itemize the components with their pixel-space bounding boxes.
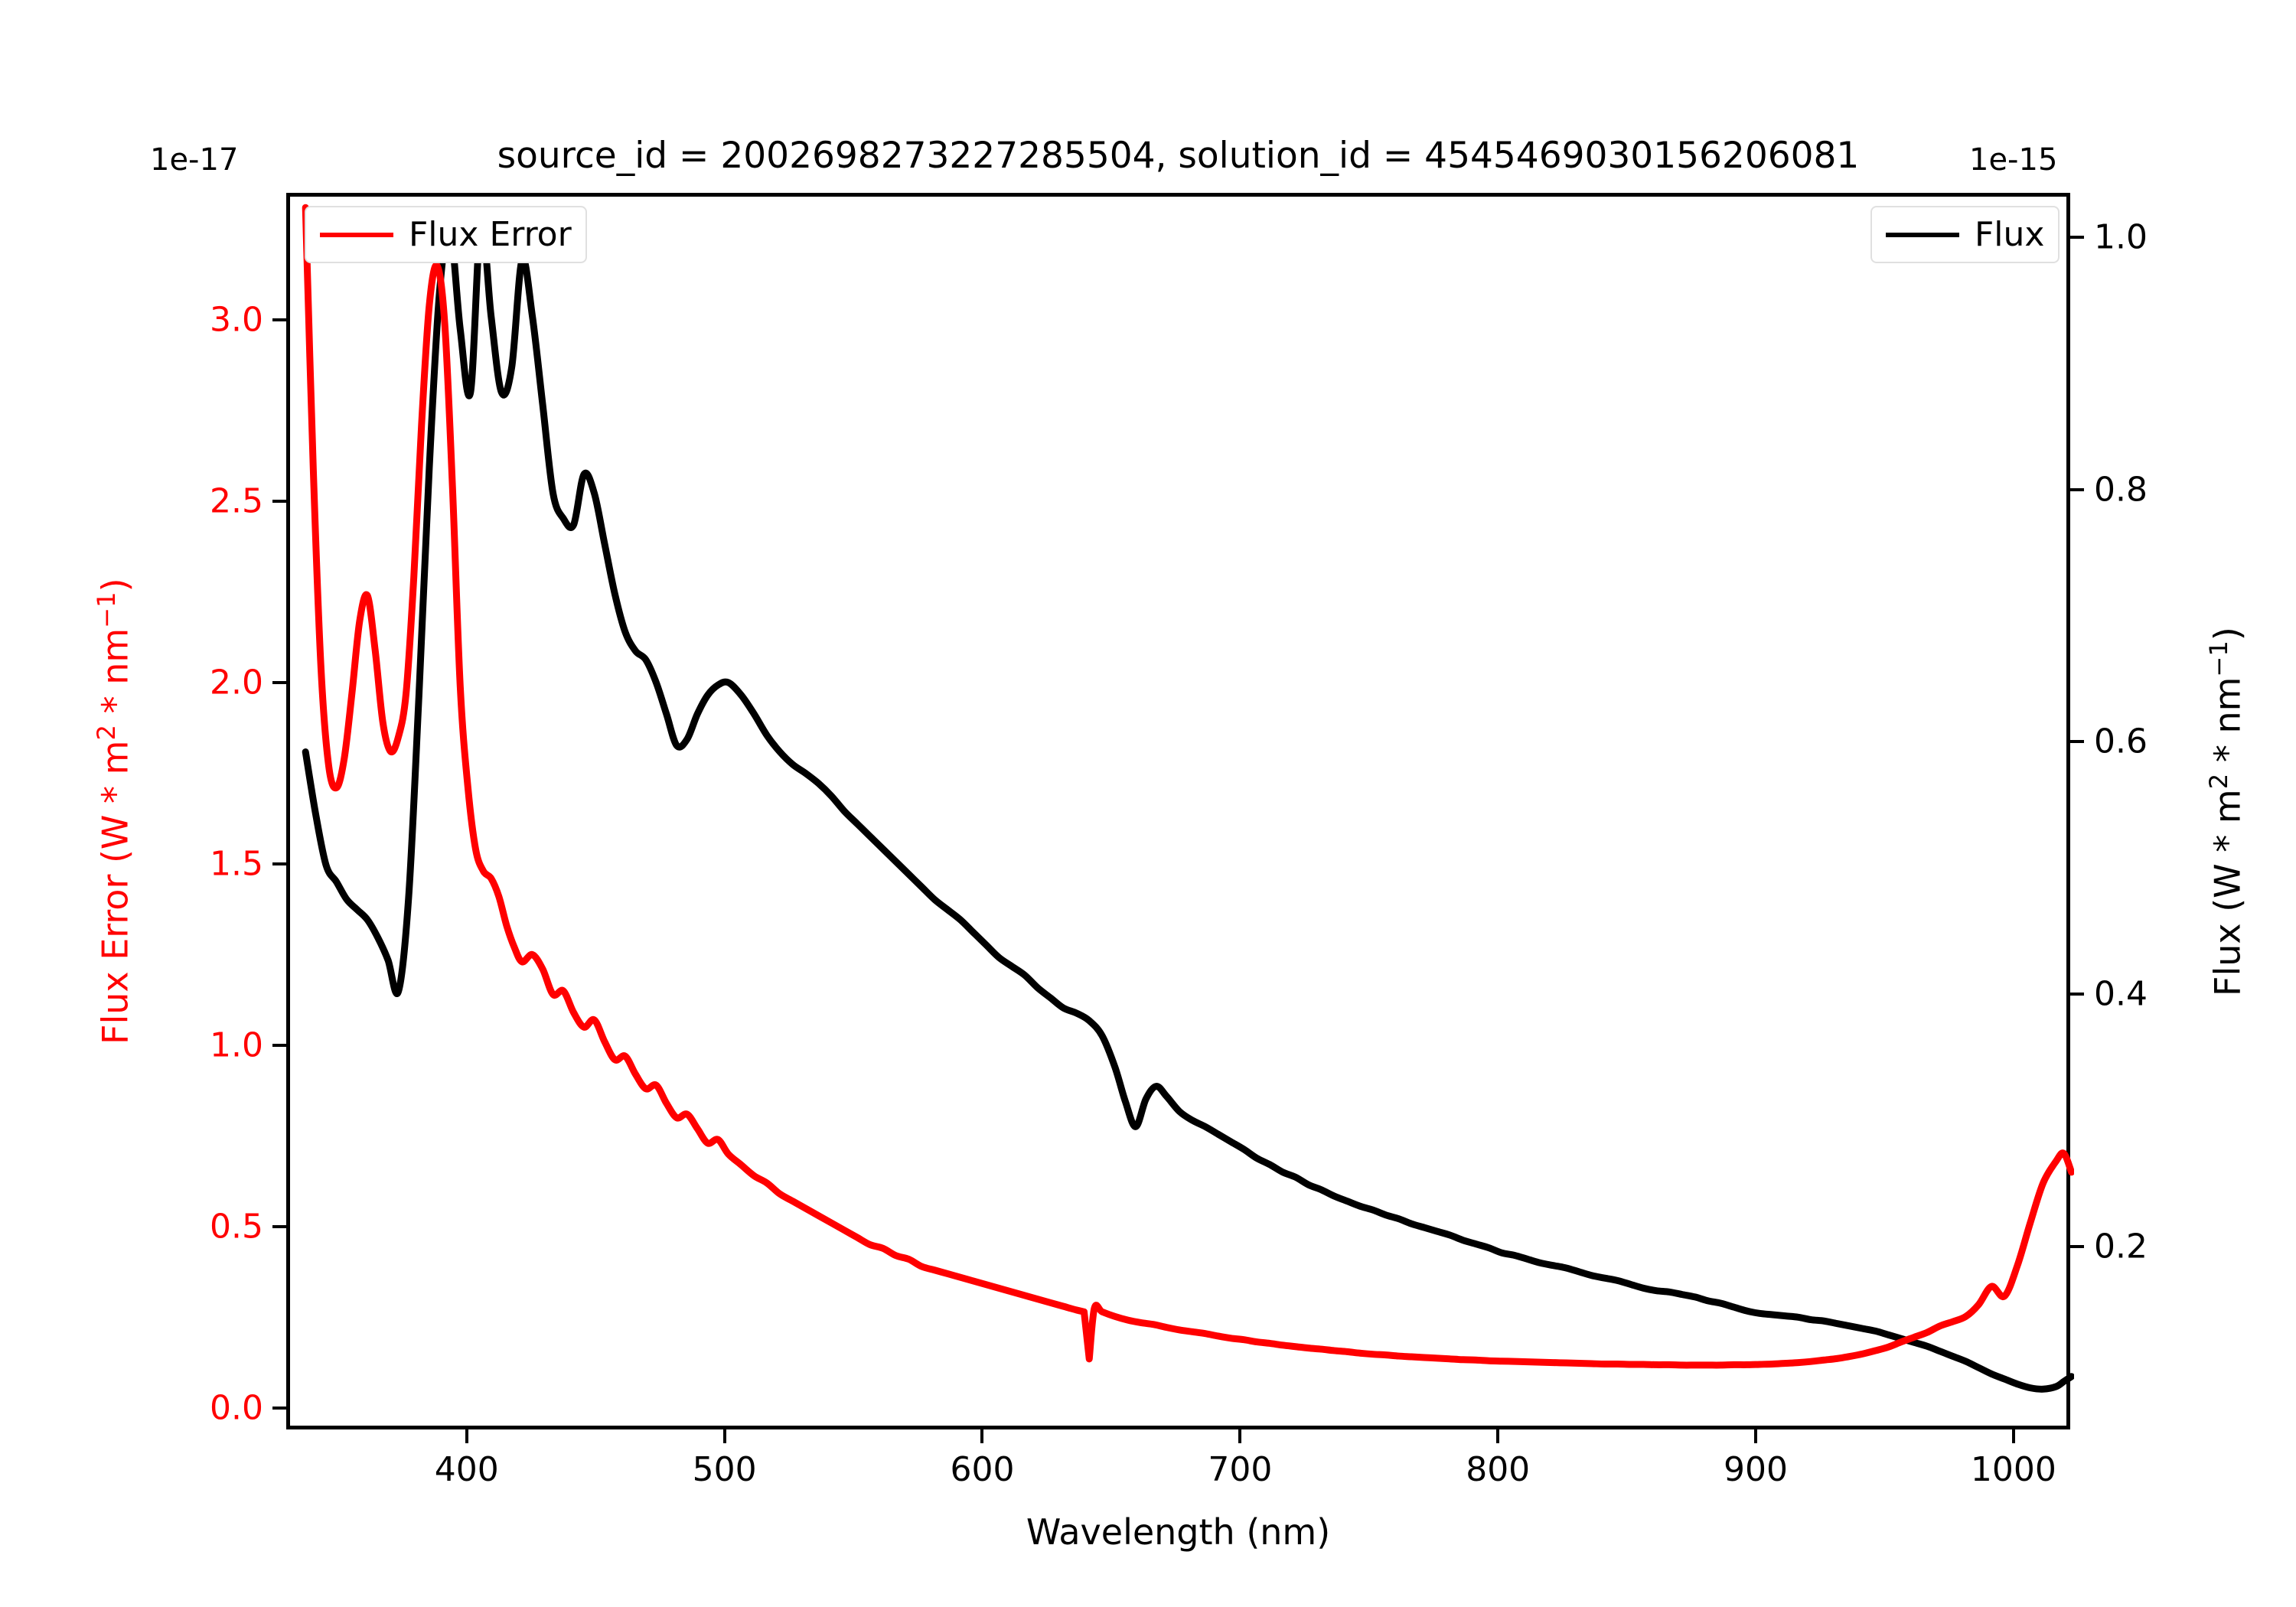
left-y-tick-label: 0.5 — [210, 1207, 263, 1247]
right-y-tick-mark — [2070, 993, 2084, 996]
left-y-axis-label: Flux Error (W * m2 * nm−1) — [92, 578, 135, 1045]
x-tick-label: 800 — [1466, 1450, 1531, 1489]
right-y-tick-label: 1.0 — [2094, 217, 2148, 257]
right-axis-offset-label: 1e-15 — [1969, 142, 2058, 178]
left-axis-offset-label: 1e-17 — [150, 142, 239, 178]
x-tick-label: 400 — [434, 1450, 499, 1489]
legend-swatch-flux — [1886, 232, 1959, 237]
x-tick-label: 900 — [1724, 1450, 1789, 1489]
plot-area — [286, 193, 2074, 1429]
right-y-axis-label: Flux (W * m2 * nm−1) — [2204, 627, 2248, 996]
right-y-axis-label-text3: ) — [2206, 626, 2249, 641]
left-y-tick-mark — [272, 1224, 286, 1228]
right-y-axis-label-exp2: −1 — [2204, 640, 2233, 677]
left-y-tick-label: 2.0 — [210, 663, 263, 702]
left-y-tick-mark — [272, 1043, 286, 1047]
x-axis-label: Wavelength (nm) — [1026, 1511, 1331, 1553]
legend-label-flux: Flux — [1975, 215, 2045, 254]
flux-line — [302, 217, 2074, 1393]
right-y-tick-label: 0.2 — [2094, 1227, 2148, 1266]
right-y-tick-mark — [2070, 235, 2084, 239]
right-y-tick-mark — [2070, 740, 2084, 744]
left-y-tick-label: 1.0 — [210, 1025, 263, 1065]
curves-svg — [302, 204, 2074, 1393]
left-y-tick-label: 2.5 — [210, 481, 263, 521]
right-y-tick-mark — [2070, 1244, 2084, 1248]
x-tick-label: 1000 — [1970, 1450, 2056, 1489]
left-y-tick-mark — [272, 318, 286, 321]
left-y-tick-label: 0.0 — [210, 1388, 263, 1428]
left-y-axis-label-exp2: −1 — [92, 592, 121, 628]
left-y-tick-label: 1.5 — [210, 844, 263, 884]
page-title: source_id = 2002698273227285504, solutio… — [497, 135, 1860, 177]
x-tick-mark — [1754, 1429, 1758, 1443]
right-y-axis-label-text2: * nm — [2206, 676, 2249, 774]
x-tick-mark — [2011, 1429, 2015, 1443]
left-y-axis-label-text: Flux Error (W * m — [94, 740, 136, 1045]
legend-swatch-flux-error — [320, 232, 393, 237]
x-tick-mark — [1238, 1429, 1242, 1443]
right-y-tick-mark — [2070, 487, 2084, 491]
x-tick-mark — [980, 1429, 984, 1443]
right-y-axis-label-text: Flux (W * m — [2206, 788, 2249, 996]
x-tick-mark — [722, 1429, 726, 1443]
flux-error-line — [302, 204, 2074, 1369]
x-tick-mark — [465, 1429, 468, 1443]
left-y-axis-label-text2: * nm — [94, 627, 136, 725]
right-y-tick-label: 0.6 — [2094, 722, 2148, 761]
right-y-tick-label: 0.8 — [2094, 470, 2148, 509]
left-y-tick-mark — [272, 680, 286, 684]
left-y-axis-label-exp: 2 — [92, 725, 121, 741]
left-y-tick-mark — [272, 499, 286, 503]
legend-flux-error[interactable]: Flux Error — [305, 206, 587, 263]
right-y-tick-label: 0.4 — [2094, 974, 2148, 1014]
right-y-axis-label-exp: 2 — [2204, 773, 2233, 789]
left-y-axis-label-text3: ) — [94, 578, 136, 592]
x-tick-mark — [1496, 1429, 1500, 1443]
x-tick-label: 500 — [692, 1450, 757, 1489]
left-y-tick-mark — [272, 862, 286, 865]
left-y-tick-mark — [272, 1406, 286, 1410]
x-tick-label: 600 — [950, 1450, 1015, 1489]
left-y-tick-label: 3.0 — [210, 300, 263, 340]
x-tick-label: 700 — [1208, 1450, 1273, 1489]
legend-label-flux-error: Flux Error — [409, 215, 572, 254]
legend-flux[interactable]: Flux — [1870, 206, 2060, 263]
